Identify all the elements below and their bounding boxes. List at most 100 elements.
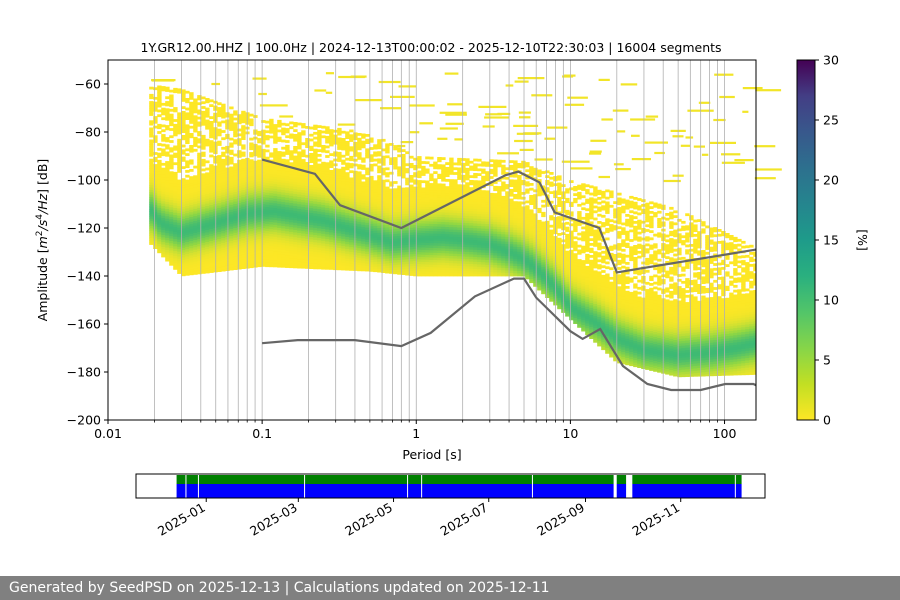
density-cell	[361, 145, 366, 149]
density-cell	[325, 135, 330, 139]
density-cell	[429, 195, 434, 198]
density-cell	[249, 257, 254, 261]
density-cell	[397, 149, 402, 153]
density-cell	[185, 124, 190, 128]
density-cell	[349, 223, 354, 226]
density-cell	[469, 225, 474, 229]
density-cell	[517, 191, 522, 195]
density-cell	[405, 201, 410, 205]
density-cell	[413, 239, 418, 243]
density-cell	[381, 266, 386, 269]
density-cell	[261, 252, 266, 255]
density-cell	[361, 231, 366, 235]
density-cell	[437, 190, 442, 194]
density-cell	[165, 230, 170, 234]
density-cell	[237, 143, 242, 146]
density-cell	[249, 159, 254, 163]
density-cell	[201, 190, 206, 193]
density-cell	[193, 196, 198, 200]
density-cell	[441, 258, 446, 261]
density-cell	[349, 199, 354, 202]
density-cell	[369, 178, 374, 182]
density-cell	[433, 267, 438, 270]
density-cell	[377, 141, 382, 145]
density-cell	[513, 234, 518, 238]
density-cell	[465, 237, 470, 241]
density-cell	[493, 233, 498, 237]
density-cell	[361, 188, 366, 192]
density-cell	[157, 207, 162, 211]
density-cell	[201, 223, 206, 227]
density-cell	[305, 229, 310, 232]
density-cell	[349, 266, 354, 270]
density-cell	[185, 100, 190, 104]
density-cell	[373, 235, 378, 239]
density-cell	[185, 112, 190, 116]
density-cell	[489, 260, 494, 263]
density-cell	[205, 186, 210, 190]
density-cell	[173, 198, 178, 202]
density-cell	[285, 195, 290, 199]
density-cell	[241, 166, 246, 169]
density-cell	[281, 168, 286, 172]
density-cell	[205, 177, 210, 180]
density-cell	[241, 118, 246, 121]
density-cell	[369, 187, 374, 191]
density-cell	[505, 241, 510, 245]
density-cell	[481, 255, 486, 258]
density-cell	[457, 246, 462, 250]
density-cell	[185, 266, 190, 269]
density-cell	[229, 123, 234, 127]
density-cell	[501, 231, 506, 235]
density-cell	[465, 266, 470, 270]
density-cell	[409, 235, 414, 238]
density-cell	[233, 223, 238, 226]
density-cell	[309, 265, 314, 269]
density-cell	[341, 174, 346, 177]
density-cell	[157, 147, 162, 151]
density-cell	[193, 184, 198, 188]
density-cell	[445, 162, 450, 165]
density-cell	[265, 168, 270, 172]
density-cell	[161, 210, 166, 214]
density-cell	[237, 188, 242, 192]
density-cell	[225, 193, 230, 197]
density-cell	[241, 110, 246, 114]
density-cell	[261, 180, 266, 183]
density-cell	[437, 274, 442, 277]
density-cell	[321, 253, 326, 256]
density-cell	[293, 244, 298, 248]
density-cell	[433, 248, 438, 251]
density-cell	[281, 139, 286, 143]
density-cell	[225, 237, 230, 240]
density-cell	[313, 213, 318, 217]
density-cell	[513, 273, 518, 276]
density-cell	[293, 242, 298, 245]
density-cell	[453, 260, 458, 264]
density-cell	[249, 180, 254, 184]
density-cell	[417, 273, 422, 277]
density-cell	[317, 139, 322, 143]
density-cell	[317, 214, 322, 217]
density-cell	[493, 207, 498, 211]
density-cell	[449, 162, 454, 166]
density-cell	[221, 218, 226, 222]
density-cell	[261, 199, 266, 203]
density-cell	[341, 195, 346, 199]
density-cell	[429, 178, 434, 182]
density-cell	[193, 213, 198, 217]
density-cell	[441, 188, 446, 192]
density-cell	[397, 262, 402, 266]
density-cell	[493, 229, 498, 232]
density-cell	[237, 236, 242, 240]
density-cell	[173, 145, 178, 149]
density-cell	[329, 165, 334, 168]
density-cell	[237, 155, 242, 158]
density-cell	[177, 189, 182, 192]
density-cell	[233, 206, 238, 210]
density-cell	[465, 218, 470, 222]
density-cell	[437, 219, 442, 223]
density-cell	[357, 152, 362, 155]
density-cell	[433, 214, 438, 218]
density-cell	[321, 257, 326, 261]
